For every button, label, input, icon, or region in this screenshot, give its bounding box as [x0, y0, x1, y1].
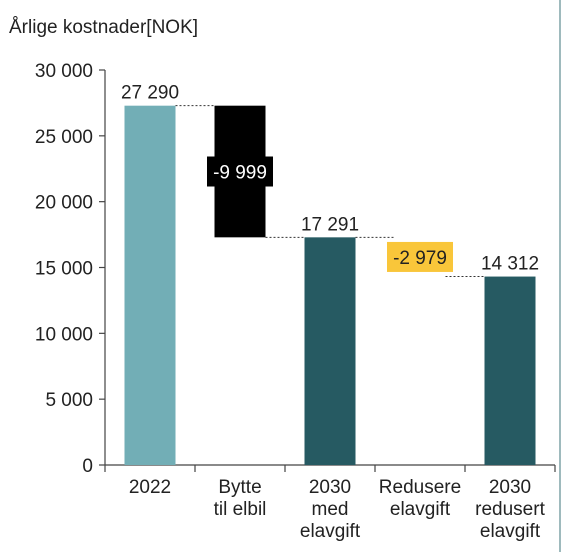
x-category-label: elavgift — [300, 521, 361, 542]
x-category-label: Redusere — [379, 477, 461, 498]
bar-total — [304, 237, 356, 465]
y-axis-title: Årlige kostnader[NOK] — [9, 17, 198, 38]
x-category-label: 2030 — [489, 477, 531, 498]
y-tick-label: 15 000 — [35, 259, 93, 280]
y-tick-label: 5 000 — [45, 390, 93, 411]
delta-value-label: -2 979 — [393, 248, 447, 269]
bar-total — [124, 105, 176, 465]
bar-value-label: 17 291 — [301, 214, 359, 235]
x-category-label: redusert — [475, 499, 545, 520]
bar-total — [484, 276, 536, 465]
y-tick-label: 10 000 — [35, 324, 93, 345]
bar-value-label: 27 290 — [121, 83, 179, 104]
y-tick-label: 0 — [82, 456, 93, 477]
x-category-label: til elbil — [214, 499, 267, 520]
y-tick-label: 25 000 — [35, 127, 93, 148]
delta-value-label: -9 999 — [213, 163, 267, 184]
x-category-label: elavgift — [480, 521, 541, 542]
bars — [124, 105, 536, 465]
x-category-label: med — [312, 499, 349, 520]
x-category-label: 2022 — [129, 477, 171, 498]
y-tick-label: 30 000 — [35, 61, 93, 82]
delta-label-box — [207, 156, 273, 187]
delta-label-box — [387, 241, 453, 272]
x-category-label: Bytte — [218, 477, 261, 498]
x-category-label: elavgift — [390, 499, 451, 520]
x-category-label: 2030 — [309, 477, 351, 498]
y-tick-label: 20 000 — [35, 193, 93, 214]
axes: 0 5 000 10 000 15 000 20 000 25 000 30 000 — [35, 61, 556, 477]
data-labels: 27 290 -9 999 17 291 -2 979 14 312 — [121, 83, 539, 275]
bar-value-label: 14 312 — [481, 254, 539, 275]
